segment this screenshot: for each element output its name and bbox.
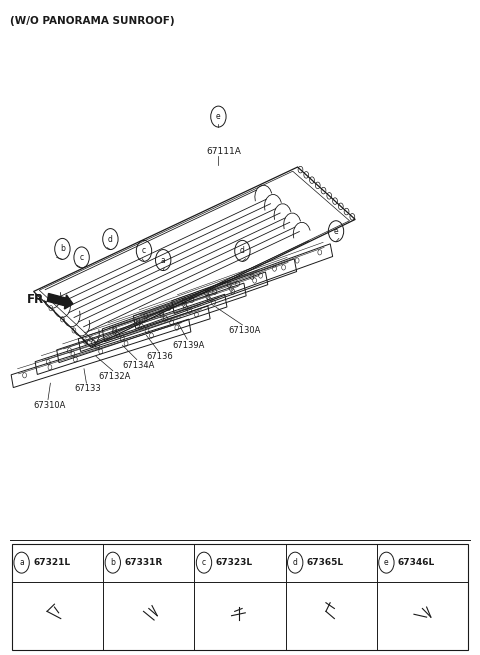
- Text: 67133: 67133: [74, 384, 101, 394]
- Text: (W/O PANORAMA SUNROOF): (W/O PANORAMA SUNROOF): [10, 16, 174, 26]
- Text: 67139A: 67139A: [173, 341, 205, 350]
- Text: e: e: [216, 112, 221, 121]
- Text: d: d: [108, 234, 113, 244]
- Text: 67310A: 67310A: [34, 401, 66, 410]
- Text: d: d: [293, 558, 298, 567]
- Text: 67134A: 67134A: [122, 361, 155, 370]
- Text: b: b: [110, 558, 115, 567]
- Text: FR.: FR.: [26, 293, 48, 306]
- Text: e: e: [334, 227, 338, 236]
- Text: a: a: [161, 255, 166, 265]
- Text: 67111A: 67111A: [206, 147, 241, 156]
- FancyArrow shape: [48, 293, 73, 309]
- Text: 67346L: 67346L: [398, 558, 435, 567]
- Text: c: c: [142, 246, 146, 255]
- Text: e: e: [384, 558, 389, 567]
- Text: 67130A: 67130A: [228, 326, 260, 335]
- Text: a: a: [19, 558, 24, 567]
- Text: 67323L: 67323L: [216, 558, 252, 567]
- Text: 67331R: 67331R: [124, 558, 163, 567]
- Text: 67321L: 67321L: [33, 558, 70, 567]
- Text: c: c: [202, 558, 206, 567]
- Text: d: d: [240, 246, 245, 255]
- Text: 67136: 67136: [146, 352, 173, 362]
- Text: 67132A: 67132A: [98, 372, 131, 381]
- Bar: [12, 544, 468, 650]
- Text: 67365L: 67365L: [307, 558, 344, 567]
- Text: b: b: [60, 244, 65, 253]
- Text: c: c: [80, 253, 84, 262]
